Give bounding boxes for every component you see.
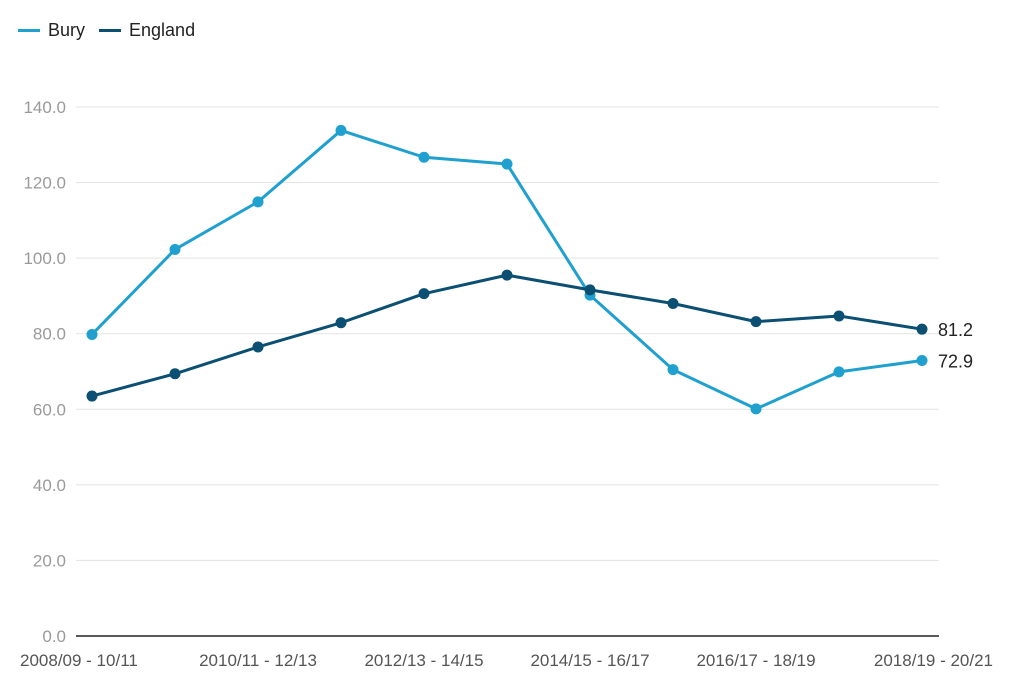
data-point-england[interactable] bbox=[667, 297, 679, 309]
legend-item-bury[interactable]: Bury bbox=[18, 20, 85, 41]
data-point-england[interactable] bbox=[750, 316, 762, 328]
x-tick-label: 2014/15 - 16/17 bbox=[530, 651, 649, 670]
y-tick-label: 60.0 bbox=[33, 400, 66, 419]
end-label-england: 81.2 bbox=[938, 320, 973, 340]
data-point-bury[interactable] bbox=[667, 364, 679, 376]
data-point-bury[interactable] bbox=[750, 403, 762, 415]
legend-label-england: England bbox=[129, 20, 196, 40]
data-point-bury[interactable] bbox=[501, 158, 513, 170]
series-line-england bbox=[91, 273, 923, 398]
data-point-england[interactable] bbox=[86, 390, 98, 402]
legend: Bury England bbox=[18, 20, 195, 41]
x-tick-label: 2008/09 - 10/11 bbox=[20, 651, 138, 670]
legend-label-bury: Bury bbox=[48, 20, 86, 40]
x-tick-label: 2016/17 - 18/19 bbox=[696, 651, 815, 670]
data-point-england[interactable] bbox=[335, 317, 347, 329]
data-point-england[interactable] bbox=[418, 288, 430, 300]
data-point-england[interactable] bbox=[584, 284, 596, 296]
data-point-bury[interactable] bbox=[86, 328, 98, 340]
data-point-bury[interactable] bbox=[335, 124, 347, 136]
data-point-bury[interactable] bbox=[916, 355, 928, 367]
data-point-bury[interactable] bbox=[833, 366, 845, 378]
y-tick-label: 20.0 bbox=[33, 551, 66, 570]
data-point-england[interactable] bbox=[916, 323, 928, 335]
legend-swatch-bury bbox=[18, 29, 40, 32]
x-tick-label: 2010/11 - 12/13 bbox=[199, 651, 317, 670]
end-label-bury: 72.9 bbox=[938, 352, 973, 372]
data-point-england[interactable] bbox=[252, 341, 264, 353]
y-tick-label: 0.0 bbox=[42, 627, 66, 646]
y-tick-label: 120.0 bbox=[23, 174, 66, 193]
data-point-england[interactable] bbox=[833, 310, 845, 322]
y-tick-label: 80.0 bbox=[33, 325, 66, 344]
x-tick-label: 2018/19 - 20/21 bbox=[874, 651, 993, 670]
x-tick-label: 2012/13 - 14/15 bbox=[364, 651, 483, 670]
legend-swatch-england bbox=[99, 29, 122, 32]
data-point-bury[interactable] bbox=[252, 196, 264, 208]
data-point-bury[interactable] bbox=[169, 243, 181, 255]
data-point-england[interactable] bbox=[501, 269, 513, 281]
legend-item-england[interactable]: England bbox=[99, 20, 195, 41]
data-point-bury[interactable] bbox=[418, 151, 430, 163]
y-tick-label: 140.0 bbox=[23, 98, 66, 117]
data-point-england[interactable] bbox=[169, 368, 181, 380]
y-tick-label: 40.0 bbox=[33, 476, 66, 495]
y-tick-label: 100.0 bbox=[23, 249, 66, 268]
